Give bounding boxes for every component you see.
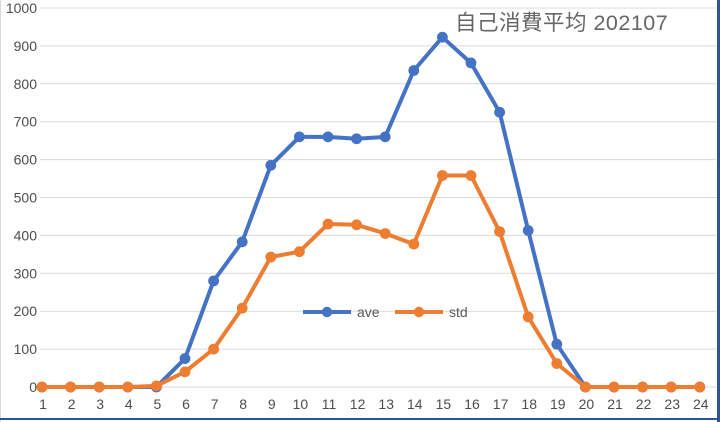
legend[interactable]: ave std [303, 304, 468, 320]
data-point-std[interactable] [236, 302, 248, 314]
data-point-ave[interactable] [437, 31, 448, 43]
x-axis-tick-label[interactable]: 19 [550, 396, 566, 412]
data-point-std[interactable] [465, 170, 477, 181]
x-axis-tick-label[interactable]: 10 [293, 396, 309, 412]
data-point-std[interactable] [322, 218, 334, 230]
y-axis-tick-label[interactable]: 100 [14, 341, 38, 357]
y-axis-tick-label[interactable]: 1000 [6, 0, 37, 16]
y-axis-tick-label[interactable]: 700 [14, 114, 38, 130]
x-axis-tick-label[interactable]: 2 [68, 396, 76, 412]
y-axis-tick-label[interactable]: 500 [14, 190, 38, 206]
data-point-std[interactable] [36, 381, 48, 393]
x-axis-tick-label[interactable]: 13 [378, 396, 394, 412]
x-axis-tick-label[interactable]: 18 [521, 396, 537, 412]
y-axis-tick-label[interactable]: 900 [14, 38, 38, 54]
y-axis-tick-label[interactable]: 200 [14, 303, 38, 319]
x-axis-tick-label[interactable]: 24 [693, 396, 709, 412]
window-border-left [0, 0, 1, 422]
chart-title[interactable]: 自己消費平均 202107 [455, 11, 668, 35]
data-point-std[interactable] [694, 381, 706, 393]
data-point-std[interactable] [151, 380, 162, 392]
data-point-ave[interactable] [522, 225, 534, 236]
y-axis-tick-label[interactable]: 0 [29, 379, 37, 395]
data-point-std[interactable] [122, 381, 134, 393]
data-point-std[interactable] [580, 381, 591, 393]
legend-marker-circle-ave [321, 306, 333, 318]
x-axis-tick-label[interactable]: 5 [154, 396, 162, 412]
data-point-std[interactable] [408, 238, 420, 250]
y-axis-tick-label[interactable]: 400 [14, 227, 38, 243]
data-point-std[interactable] [637, 381, 648, 393]
data-point-ave[interactable] [265, 159, 277, 171]
x-axis-tick-label[interactable]: 1 [39, 396, 47, 412]
window-border-bottom [0, 418, 720, 420]
y-axis-tick-label[interactable]: 600 [14, 152, 38, 168]
x-axis-tick-label[interactable]: 6 [182, 396, 190, 412]
data-point-std[interactable] [179, 366, 191, 378]
x-axis-tick-label[interactable]: 4 [125, 396, 133, 412]
data-point-std[interactable] [351, 219, 362, 231]
series-line-ave[interactable] [40, 35, 702, 389]
window-border-right [717, 0, 720, 422]
legend-marker-circle-std [413, 306, 425, 318]
x-axis-tick-label[interactable]: 15 [436, 396, 452, 412]
data-point-std[interactable] [265, 251, 277, 263]
y-axis-tick-label[interactable]: 800 [14, 76, 38, 92]
legend-label-ave: ave [357, 304, 380, 320]
data-point-ave[interactable] [236, 236, 248, 248]
x-axis-tick-label[interactable]: 8 [239, 396, 247, 412]
x-axis-tick-label[interactable]: 16 [464, 396, 480, 412]
data-point-std[interactable] [522, 311, 534, 323]
data-point-ave[interactable] [465, 57, 477, 69]
data-point-ave[interactable] [494, 106, 505, 118]
data-point-std[interactable] [437, 170, 448, 181]
data-point-ave[interactable] [322, 131, 334, 143]
x-axis-tick-label[interactable]: 21 [607, 396, 623, 412]
x-axis-tick-label[interactable]: 22 [636, 396, 652, 412]
y-axis-tick-label[interactable]: 300 [14, 265, 38, 281]
data-point-std[interactable] [93, 381, 105, 393]
gridlines [40, 7, 717, 388]
x-axis-tick-label[interactable]: 9 [268, 396, 276, 412]
x-axis-tick-label[interactable]: 20 [579, 396, 595, 412]
series-lines[interactable] [36, 31, 706, 393]
legend-item-ave[interactable]: ave [303, 304, 380, 320]
data-point-ave[interactable] [551, 338, 563, 350]
x-axis-tick-label[interactable]: 3 [96, 396, 104, 412]
data-point-std[interactable] [208, 343, 220, 355]
legend-item-std[interactable]: std [395, 304, 468, 320]
data-point-ave[interactable] [179, 353, 191, 364]
x-axis-tick-label[interactable]: 12 [350, 396, 366, 412]
data-point-std[interactable] [294, 246, 305, 258]
x-axis-tick-label[interactable]: 17 [493, 396, 509, 412]
data-point-ave[interactable] [379, 131, 391, 143]
x-axis-tick-label[interactable]: 14 [407, 396, 423, 412]
series-line-std[interactable] [40, 173, 702, 389]
data-point-ave[interactable] [294, 131, 305, 143]
data-point-std[interactable] [494, 226, 505, 238]
x-axis-tick-label[interactable]: 11 [322, 396, 337, 412]
data-point-std[interactable] [551, 358, 563, 369]
x-axis-tick-label[interactable]: 7 [211, 396, 219, 412]
data-point-ave[interactable] [208, 275, 220, 287]
data-point-std[interactable] [65, 381, 76, 393]
data-point-std[interactable] [608, 381, 620, 393]
x-axis-tick-label[interactable]: 23 [664, 396, 680, 412]
data-point-ave[interactable] [351, 133, 362, 145]
data-point-std[interactable] [665, 381, 677, 393]
data-point-ave[interactable] [408, 65, 420, 76]
data-point-std[interactable] [379, 228, 391, 239]
legend-label-std: std [449, 304, 468, 320]
